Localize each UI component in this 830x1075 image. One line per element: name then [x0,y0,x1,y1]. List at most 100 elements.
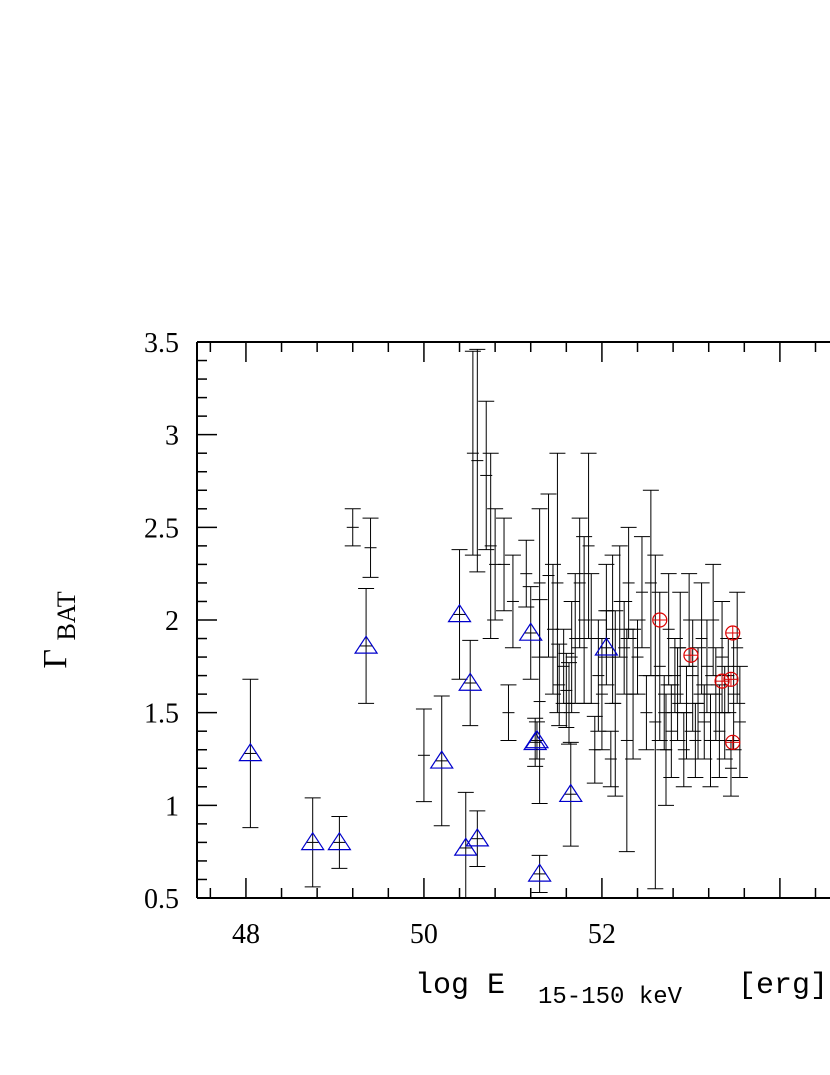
data-point [638,675,655,751]
triangle-marker [524,729,550,749]
data-point [731,665,748,779]
data-point [693,582,710,695]
data-point [353,587,379,704]
data-point [687,702,704,779]
y-axis-label-main: Γ [37,649,74,669]
data-point [620,526,637,640]
data-point [576,536,593,704]
data-point [696,684,713,760]
data-point [629,619,646,695]
triangle-marker [558,783,583,803]
triangle-marker [453,837,478,856]
data-point [571,517,588,649]
data-point [725,625,741,641]
y-tick-label: 2 [165,606,179,637]
data-point [714,673,730,689]
data-point [453,791,478,898]
data-point [583,573,600,704]
data-point [478,400,495,551]
data-points [238,348,748,898]
x-axis-label: log E 15-150 keV [erg] [415,969,828,1011]
data-point [723,671,739,687]
data-point [669,647,686,741]
triangle-marker [300,831,325,851]
data-point [518,586,543,680]
data-point [238,678,263,829]
data-point [469,348,486,573]
data-point [415,708,432,803]
triangle-marker [465,827,490,847]
data-point [300,797,325,888]
tick-labels: 0.5 1 1.5 2 2.5 3 3.5 48 50 52 [144,328,616,950]
data-point [496,517,513,612]
data-point [672,591,689,704]
data-point [500,684,517,741]
y-tick-label: 3 [165,421,179,452]
data-point [616,600,633,695]
data-point [725,734,741,750]
axes [196,341,830,899]
data-point [642,489,659,677]
data-point [683,647,699,663]
data-point [447,549,472,680]
y-tick-label: 2.5 [144,513,179,544]
data-point [580,452,597,640]
data-point [647,554,664,890]
data-point [602,730,619,788]
data-point [705,563,722,677]
data-point [482,452,499,640]
y-axis-label: Γ BAT [37,591,81,668]
data-point [464,350,481,556]
data-point [524,721,550,760]
x-tick-label: 48 [232,919,260,950]
triangle-marker [447,603,472,623]
data-point [518,539,535,608]
data-point [362,517,379,578]
y-tick-label: 1.5 [144,699,179,730]
x-tick-label: 52 [588,919,616,950]
data-point [663,684,680,779]
data-point [558,741,583,847]
plot-area [238,348,748,898]
triangle-marker [327,831,352,851]
x-axis-label-main: log E [415,969,505,1003]
data-point [729,591,746,704]
data-point [604,554,621,704]
data-point [487,508,504,621]
data-point [678,665,695,760]
data-point [563,600,580,714]
data-point [549,452,566,714]
data-point [540,493,557,658]
data-point [429,695,454,827]
data-point [327,815,352,869]
data-point [675,712,692,788]
triangle-marker [458,672,483,691]
data-point [594,610,619,686]
data-point [590,619,607,732]
triangle-marker [429,750,454,769]
data-point [465,810,490,867]
data-point [531,508,548,658]
data-point [458,639,483,727]
y-tick-label: 3.5 [144,328,179,359]
x-axis-label-sub: 15-150 keV [538,984,683,1011]
triangle-marker [238,742,263,762]
data-point [344,508,361,547]
data-point [660,573,677,686]
data-point [714,600,731,714]
y-axis-label-sub: BAT [52,591,81,640]
triangle-marker [594,637,619,656]
data-point [618,628,635,853]
svg-text:Γ BAT: Γ BAT [37,591,81,668]
data-point [652,612,668,628]
triangle-marker [527,863,552,882]
data-point [551,643,568,727]
x-tick-label: 50 [410,919,438,950]
data-point [558,652,575,728]
data-point [527,854,552,893]
x-axis-label-unit: [erg] [738,969,828,1003]
y-tick-label: 1 [165,791,179,822]
data-point [633,536,650,649]
y-tick-label: 0.5 [144,884,179,915]
